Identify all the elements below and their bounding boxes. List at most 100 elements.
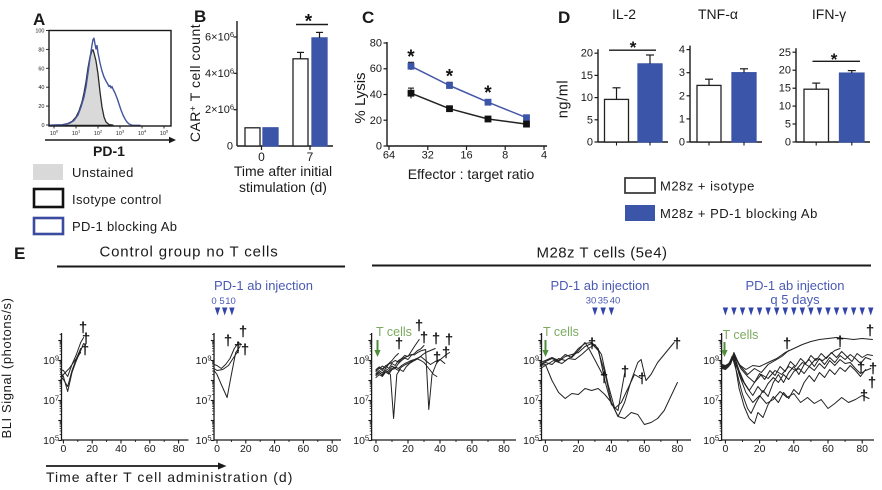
svg-text:20: 20: [573, 443, 585, 455]
svg-text:35: 35: [598, 296, 609, 307]
svg-text:q 5 days: q 5 days: [770, 292, 820, 307]
svg-text:60: 60: [822, 443, 834, 455]
svg-text:105: 105: [160, 129, 169, 138]
svg-text:B: B: [194, 7, 206, 26]
svg-text:*: *: [630, 38, 637, 57]
svg-text:0: 0: [679, 137, 685, 149]
svg-text:40: 40: [788, 443, 800, 455]
svg-text:1: 1: [679, 113, 685, 125]
svg-text:40: 40: [115, 443, 127, 455]
svg-text:80: 80: [173, 443, 185, 455]
svg-text:†: †: [239, 324, 247, 341]
svg-text:IL-2: IL-2: [612, 6, 636, 22]
svg-text:†: †: [234, 340, 242, 357]
svg-text:10: 10: [225, 296, 236, 307]
svg-text:100: 100: [50, 129, 59, 138]
svg-text:64: 64: [383, 150, 395, 162]
svg-text:0: 0: [373, 443, 379, 455]
svg-text:101: 101: [72, 129, 81, 138]
svg-text:32: 32: [422, 150, 434, 162]
svg-text:stimulation (d): stimulation (d): [239, 179, 327, 195]
svg-text:PD-1 ab injection: PD-1 ab injection: [214, 278, 313, 293]
svg-text:Isotype control: Isotype control: [72, 192, 162, 207]
svg-text:40: 40: [269, 443, 281, 455]
svg-text:D: D: [558, 8, 570, 27]
svg-text:104: 104: [138, 129, 147, 138]
svg-text:0: 0: [542, 443, 548, 455]
svg-text:80: 80: [370, 38, 382, 50]
svg-text:100: 100: [35, 29, 44, 35]
svg-text:PD-1: PD-1: [93, 143, 125, 159]
svg-text:102: 102: [94, 129, 103, 138]
svg-text:*: *: [305, 11, 313, 32]
svg-text:20: 20: [240, 443, 252, 455]
svg-text:60: 60: [144, 443, 156, 455]
svg-text:M28z + isotype: M28z + isotype: [660, 179, 755, 194]
svg-text:20: 20: [370, 115, 382, 127]
svg-text:40: 40: [606, 443, 618, 455]
svg-text:†: †: [869, 361, 877, 378]
svg-text:0: 0: [227, 141, 233, 153]
svg-text:†: †: [442, 345, 450, 362]
svg-text:C: C: [362, 8, 374, 27]
svg-text:80: 80: [672, 443, 684, 455]
svg-text:0: 0: [60, 443, 66, 455]
svg-text:0: 0: [376, 141, 382, 153]
svg-text:% Lysis: % Lysis: [352, 72, 369, 123]
svg-text:80: 80: [498, 443, 510, 455]
svg-text:80: 80: [856, 443, 868, 455]
svg-text:4×106: 4×106: [205, 66, 234, 80]
svg-text:8: 8: [502, 150, 508, 162]
svg-text:E: E: [14, 244, 25, 263]
svg-text:PD-1 ab injection: PD-1 ab injection: [746, 278, 845, 293]
svg-text:60: 60: [639, 443, 651, 455]
svg-text:0: 0: [214, 443, 220, 455]
svg-text:2: 2: [679, 90, 685, 102]
svg-text:†: †: [621, 364, 629, 381]
svg-text:25: 25: [779, 47, 791, 59]
svg-text:15: 15: [779, 83, 791, 95]
svg-text:Effector : target ratio: Effector : target ratio: [408, 166, 535, 182]
svg-text:T cells: T cells: [723, 328, 759, 342]
svg-text:†: †: [395, 336, 403, 353]
svg-text:†: †: [860, 388, 868, 405]
svg-text:†: †: [82, 331, 90, 348]
svg-text:†: †: [433, 350, 441, 367]
svg-text:†: †: [241, 342, 249, 359]
svg-text:Time after T cell administrati: Time after T cell administration (d): [46, 469, 293, 485]
svg-text:5: 5: [785, 119, 791, 131]
svg-text:0: 0: [41, 123, 44, 129]
svg-text:BLI Signal (photons/s): BLI Signal (photons/s): [0, 297, 14, 438]
svg-text:5: 5: [219, 296, 224, 307]
svg-text:20: 20: [38, 104, 44, 110]
svg-text:PD-1 blocking Ab: PD-1 blocking Ab: [72, 219, 177, 234]
svg-text:60: 60: [466, 443, 478, 455]
svg-text:10: 10: [779, 101, 791, 113]
svg-text:5: 5: [587, 114, 593, 126]
svg-text:20: 20: [779, 65, 791, 77]
svg-text:16: 16: [460, 150, 472, 162]
svg-text:30: 30: [586, 296, 597, 307]
svg-text:†: †: [783, 336, 791, 353]
svg-text:†: †: [224, 333, 232, 350]
svg-text:20: 20: [86, 443, 98, 455]
svg-text:3: 3: [679, 67, 685, 79]
svg-text:M28z + PD-1 blocking Ab: M28z + PD-1 blocking Ab: [660, 206, 818, 221]
svg-text:80: 80: [38, 47, 44, 53]
svg-text:Unstained: Unstained: [72, 165, 134, 180]
svg-text:†: †: [445, 332, 453, 349]
svg-text:M28z T cells (5e4): M28z T cells (5e4): [537, 245, 668, 262]
svg-text:20: 20: [402, 443, 414, 455]
svg-text:*: *: [446, 66, 454, 87]
svg-text:PD-1 ab injection: PD-1 ab injection: [551, 278, 650, 293]
svg-text:0: 0: [785, 137, 791, 149]
svg-text:A: A: [33, 10, 45, 29]
svg-text:T cells: T cells: [543, 325, 579, 339]
svg-text:40: 40: [610, 296, 621, 307]
svg-text:4: 4: [679, 44, 685, 56]
svg-text:2×106: 2×106: [205, 103, 234, 117]
svg-text:†: †: [638, 371, 646, 388]
svg-text:IFN-γ: IFN-γ: [812, 6, 846, 22]
svg-text:0: 0: [211, 296, 216, 307]
svg-text:†: †: [866, 323, 874, 340]
